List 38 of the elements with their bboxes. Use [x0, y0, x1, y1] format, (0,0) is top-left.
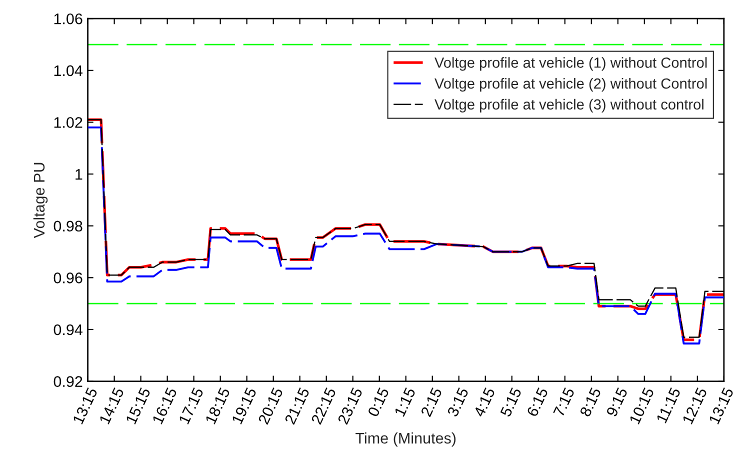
y-tick-label: 0.96: [54, 272, 82, 284]
x-tick-label: 9:15: [606, 386, 628, 418]
y-tick-label: 1.04: [54, 65, 82, 76]
legend-label: Voltge profile at vehicle (2) without Control: [434, 78, 707, 92]
x-tick-label: 16:15: [152, 386, 178, 424]
x-tick-label: 13:15: [708, 386, 734, 424]
x-tick-label: 18:15: [205, 386, 230, 424]
x-tick-label: 8:15: [579, 386, 602, 418]
x-tick-label: 12:15: [682, 386, 708, 424]
y-tick-label: 1.06: [54, 13, 82, 24]
x-tick-label: 5:15: [500, 386, 522, 418]
x-tick-label: 1:15: [394, 386, 416, 417]
x-tick-label: 21:15: [284, 386, 310, 425]
x-tick-label: 20:15: [258, 386, 284, 425]
x-tick-label: 22:15: [310, 386, 336, 425]
y-axis-title: Voltage PU: [33, 162, 48, 238]
x-tick-label: 23:15: [337, 386, 363, 425]
x-tick-label: 17:15: [178, 386, 204, 424]
y-tick-label: 0.94: [54, 324, 82, 336]
legend-label: Voltge profile at vehicle (1) without Control: [434, 57, 707, 71]
x-axis-title: Time (Minutes): [356, 432, 456, 447]
y-tick-label: 0.92: [54, 376, 82, 387]
x-tick-label: 19:15: [232, 386, 257, 424]
x-tick-label: 10:15: [629, 386, 654, 424]
x-tick-label: 13:15: [72, 386, 98, 424]
x-tick-label: 15:15: [126, 386, 151, 424]
y-tick-label: 0.98: [54, 220, 82, 232]
x-tick-label: 6:15: [526, 386, 548, 418]
x-tick-label: 2:15: [420, 386, 442, 418]
x-tick-label: 7:15: [553, 386, 575, 418]
x-tick-label: 0:15: [367, 386, 390, 418]
x-tick-label: 11:15: [656, 386, 681, 424]
x-tick-label: 4:15: [473, 386, 496, 418]
y-tick-label: 1: [76, 169, 82, 180]
y-tick-label: 1.02: [54, 117, 82, 128]
x-tick-label: 3:15: [446, 386, 469, 418]
legend-label: Voltge profile at vehicle (3) without control: [434, 98, 704, 112]
x-tick-label: 14:15: [99, 386, 124, 424]
